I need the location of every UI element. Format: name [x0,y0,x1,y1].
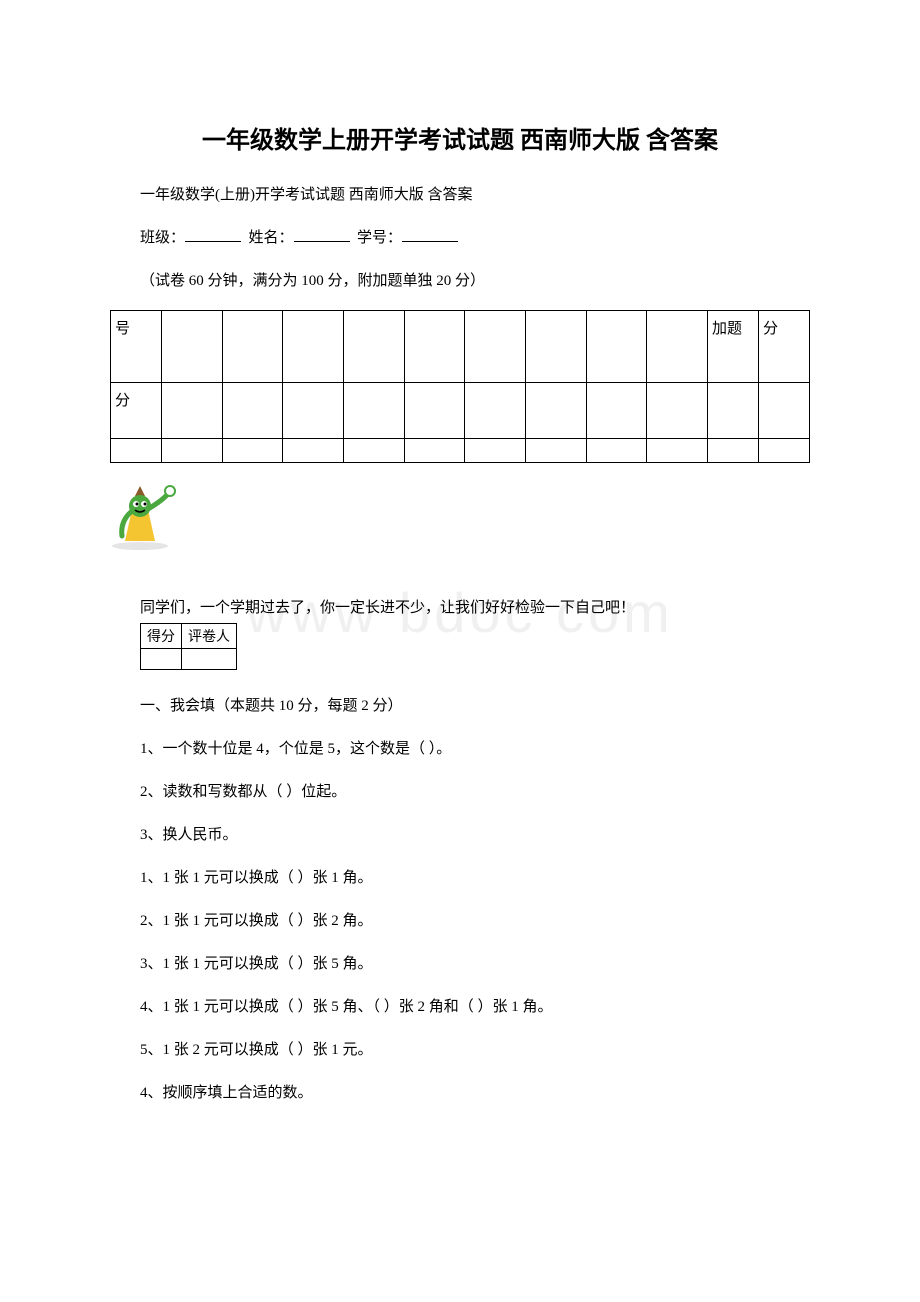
question-text: 1、一个数十位是 4，个位是 5，这个数是（ ）。 [140,737,810,758]
question-text: 2、1 张 1 元可以换成（ ）张 2 角。 [140,909,810,930]
question-text: 3、换人民币。 [140,823,810,844]
document-content: 一年级数学上册开学考试试题 西南师大版 含答案 一年级数学(上册)开学考试试题 … [110,120,810,1102]
cell [465,311,526,383]
table-row [111,439,810,463]
table-row: 得分 评卷人 [141,624,237,649]
question-text: 4、1 张 1 元可以换成（ ）张 5 角、（ ）张 2 角和（ ）张 1 角。 [140,995,810,1016]
cell [465,383,526,439]
cell [526,311,587,383]
id-blank [402,228,458,242]
cell [647,383,708,439]
question-text: 5、1 张 2 元可以换成（ ）张 1 元。 [140,1038,810,1059]
cell [283,311,344,383]
score-reviewer-table: 得分 评卷人 [140,623,237,670]
question-text: 2、读数和写数都从（ ）位起。 [140,780,810,801]
cell [111,439,162,463]
cell [586,439,647,463]
name-label: 姓名： [249,230,294,246]
cell [708,439,759,463]
cell [404,439,465,463]
cell [708,383,759,439]
cell [647,311,708,383]
name-blank [294,228,350,242]
cell [182,649,237,670]
cell-header-score: 分 [111,383,162,439]
cell [283,439,344,463]
cell [161,439,222,463]
cell [586,311,647,383]
exam-note: （试卷 60 分钟，满分为 100 分，附加题单独 20 分） [140,269,810,290]
cell [161,311,222,383]
cell [586,383,647,439]
cell [141,649,182,670]
cell [526,383,587,439]
cell [283,383,344,439]
cell [343,439,404,463]
score-cell: 得分 [141,624,182,649]
subtitle: 一年级数学(上册)开学考试试题 西南师大版 含答案 [140,183,810,204]
score-table: 号 加题 分 分 [110,310,810,463]
encouragement-text: 同学们，一个学期过去了，你一定长进不少，让我们好好检验一下自己吧！ [140,596,810,617]
question-text: 4、按顺序填上合适的数。 [140,1081,810,1102]
cell [647,439,708,463]
cell-header-1: 号 [111,311,162,383]
question-text: 1、1 张 1 元可以换成（ ）张 1 角。 [140,866,810,887]
table-row [141,649,237,670]
cell [404,383,465,439]
class-label: 班级： [140,230,185,246]
cell-header-total: 分 [758,311,809,383]
cell [758,439,809,463]
cell [343,383,404,439]
section-heading: 一、我会填（本题共 10 分，每题 2 分） [140,694,810,715]
table-row: 号 加题 分 [111,311,810,383]
cell [161,383,222,439]
question-text: 3、1 张 1 元可以换成（ ）张 5 角。 [140,952,810,973]
id-label: 学号： [357,230,402,246]
cell [222,439,283,463]
cell-header-addon: 加题 [708,311,759,383]
cell [758,383,809,439]
cell [404,311,465,383]
student-info-line: 班级： 姓名： 学号： [140,226,810,247]
pencil-character-icon [110,481,810,556]
class-blank [185,228,241,242]
cell [222,383,283,439]
cell [526,439,587,463]
cell [343,311,404,383]
table-row: 分 [111,383,810,439]
cell [222,311,283,383]
reviewer-cell: 评卷人 [182,624,237,649]
page-title: 一年级数学上册开学考试试题 西南师大版 含答案 [110,120,810,155]
cell [465,439,526,463]
